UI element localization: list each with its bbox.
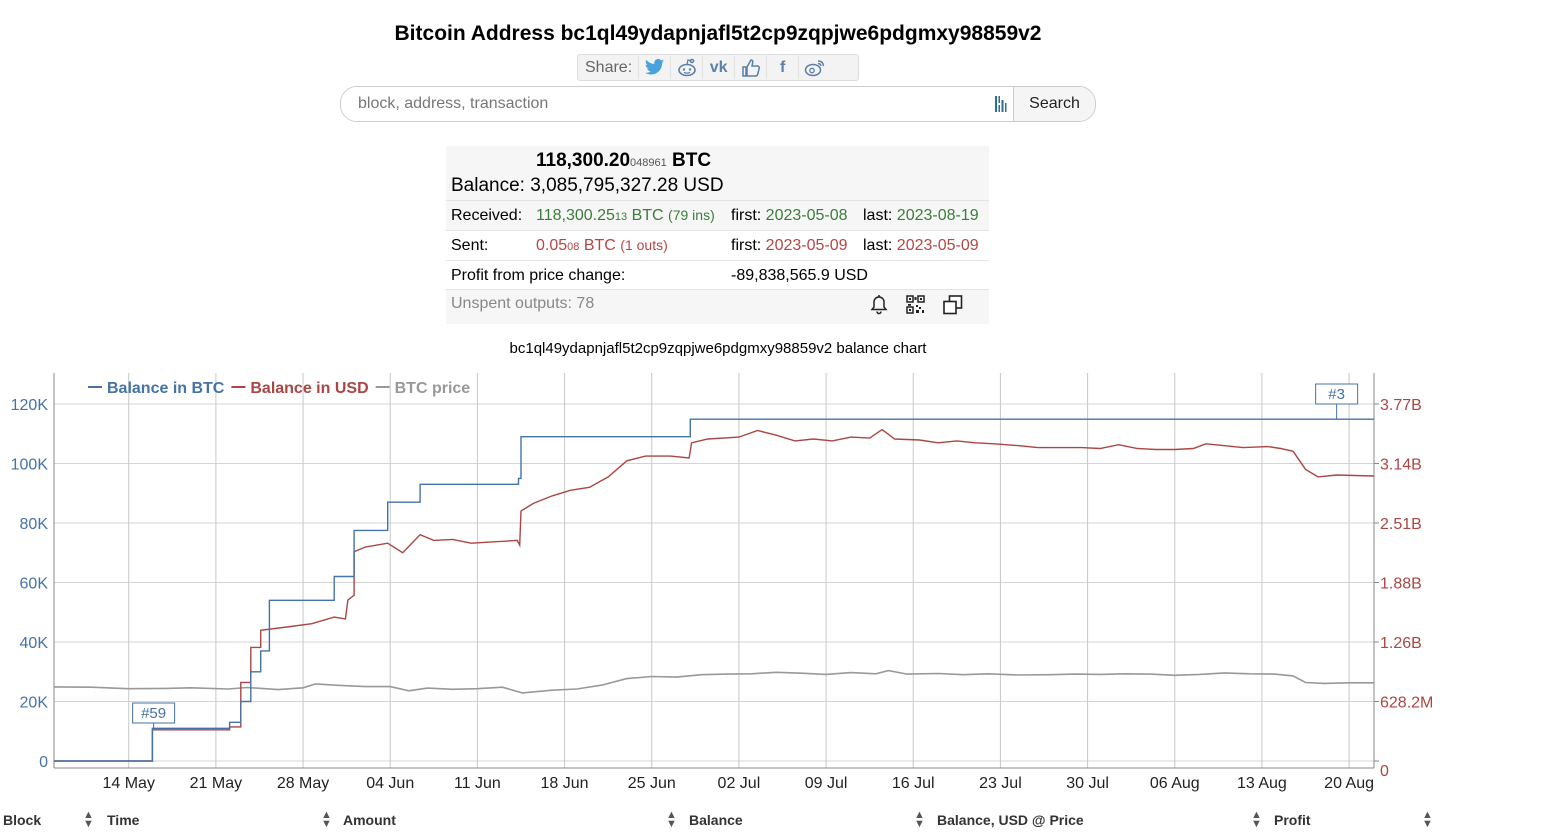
sent-first: first: 2023-05-09: [731, 237, 848, 254]
x-tick-label: 02 Jul: [718, 775, 761, 792]
sort-balance-icon[interactable]: ▲ ▼: [914, 809, 925, 830]
y-right-tick-label: 628.2M: [1380, 695, 1433, 712]
y-right-tick-label: 2.51B: [1380, 516, 1422, 533]
received-label: Received:: [451, 207, 523, 224]
annotation-label: #59: [141, 705, 166, 722]
y-right-tick-label: 3.14B: [1380, 457, 1422, 474]
sent-row: Sent: 0.0508 BTC (1 outs) first: 2023-05…: [446, 230, 989, 260]
annotation-label: #3: [1328, 386, 1345, 403]
x-tick-label: 09 Jul: [805, 775, 848, 792]
like-icon[interactable]: [734, 56, 766, 79]
sent-last: last: 2023-05-09: [863, 237, 979, 254]
search-box: Search: [340, 86, 1096, 122]
y-right-tick-label: 0: [1380, 763, 1389, 780]
balance-chart: 14 May 21 May 28 May 04 Jun 11 Jun 18 Jun 25 J…: [11, 373, 1433, 792]
chart-legend: Balance in BTC Balance in USD BTC price: [88, 380, 470, 397]
facebook-icon[interactable]: f: [766, 56, 798, 79]
transactions-table-header: Block ▲ ▼ Time ▲ ▼ Amount ▲ ▼ Balance ▲ ▼ Ba…: [0, 809, 1436, 831]
profit-value: -89,838,565.9 USD: [731, 267, 868, 284]
received-first: first: 2023-05-08: [731, 207, 848, 224]
sort-time-icon[interactable]: ▲ ▼: [321, 809, 332, 830]
sent-label: Sent:: [451, 237, 489, 254]
bell-icon[interactable]: [870, 295, 888, 320]
x-tick-label: 16 Jul: [892, 775, 935, 792]
series-balance-btc: [54, 418, 1374, 762]
x-tick-label: 13 Aug: [1237, 775, 1287, 792]
chart-title: bc1ql49ydapnjafl5t2cp9zqpjwe6pdgmxy98859…: [509, 340, 927, 357]
sort-block-icon[interactable]: ▲ ▼: [83, 809, 94, 830]
legend-item: Balance in BTC: [107, 380, 225, 397]
balance-btc: 118,300.20048961 BTC: [536, 150, 712, 171]
y-right-tick-label: 3.77B: [1380, 397, 1422, 414]
x-tick-label: 28 May: [277, 775, 329, 792]
x-tick-label: 14 May: [102, 775, 154, 792]
qr-code-icon[interactable]: [906, 295, 925, 320]
barcode-icon[interactable]: [991, 87, 1013, 121]
received-last: last: 2023-08-19: [863, 207, 979, 224]
twitter-icon[interactable]: [638, 56, 670, 79]
y-left-tick-label: 100K: [11, 457, 49, 474]
y-left-tick-label: 120K: [11, 397, 49, 414]
share-bar: Share: vk f: [577, 54, 859, 81]
legend-item: Balance in USD: [250, 380, 368, 397]
sort-balance-usd-icon[interactable]: ▲ ▼: [1251, 809, 1262, 830]
chart-grid: [54, 373, 1374, 768]
chart-series: [53, 418, 1375, 762]
profit-label: Profit from price change:: [451, 267, 626, 284]
profit-row: Profit from price change: -89,838,565.9 …: [446, 260, 989, 289]
y-left-tick-label: 60K: [20, 576, 49, 593]
y-right-tick-label: 1.88B: [1380, 576, 1422, 593]
received-row: Received: 118,300.2513 BTC (79 ins) firs…: [446, 200, 989, 230]
th-balance-usd[interactable]: Balance, USD @ Price: [937, 812, 1084, 828]
th-profit[interactable]: Profit: [1274, 812, 1311, 828]
y-left-tick-label: 0: [39, 754, 48, 771]
legend-item: BTC price: [395, 380, 471, 397]
unspent-row: Unspent outputs: 78: [446, 289, 989, 324]
sort-profit-icon[interactable]: ▲ ▼: [1422, 809, 1433, 830]
th-block[interactable]: Block: [3, 812, 42, 828]
reddit-icon[interactable]: [670, 56, 702, 79]
y-left-tick-label: 20K: [20, 695, 49, 712]
th-balance[interactable]: Balance: [689, 812, 743, 828]
series-btc-price: [53, 669, 1374, 694]
page-title: Bitcoin Address bc1ql49ydapnjafl5t2cp9zq…: [394, 22, 1042, 45]
weibo-icon[interactable]: [798, 56, 830, 79]
x-tick-label: 25 Jun: [628, 775, 676, 792]
address-summary: 118,300.20048961 BTC Balance: 3,085,795,…: [446, 146, 989, 324]
x-tick-label: 18 Jun: [541, 775, 589, 792]
th-time[interactable]: Time: [107, 812, 140, 828]
x-tick-label: 11 Jun: [454, 775, 501, 792]
sort-amount-icon[interactable]: ▲ ▼: [666, 809, 677, 830]
annotation-box: [132, 702, 176, 724]
search-button[interactable]: Search: [1013, 87, 1095, 121]
vk-icon[interactable]: vk: [702, 56, 734, 79]
x-tick-label: 30 Jul: [1066, 775, 1109, 792]
series-balance-usd: [54, 428, 1375, 762]
x-tick-label: 20 Aug: [1324, 775, 1374, 792]
x-tick-label: 04 Jun: [366, 775, 414, 792]
received-amount: 118,300.2513 BTC (79 ins): [536, 207, 715, 224]
search-input[interactable]: [341, 87, 991, 121]
balance-usd: Balance: 3,085,795,327.28 USD: [451, 175, 724, 196]
chart-axes: 14 May 21 May 28 May 04 Jun 11 Jun 18 Jun 25 J…: [11, 373, 1433, 792]
x-tick-label: 21 May: [190, 775, 242, 792]
y-left-tick-label: 80K: [20, 516, 49, 533]
unspent-outputs: Unspent outputs: 78: [451, 295, 595, 312]
sent-amount: 0.0508 BTC (1 outs): [536, 237, 668, 254]
balance-row: 118,300.20048961 BTC Balance: 3,085,795,…: [446, 146, 989, 200]
th-amount[interactable]: Amount: [343, 812, 396, 828]
chart-annotations: #59 #3: [132, 383, 1359, 729]
x-tick-label: 06 Aug: [1150, 775, 1200, 792]
annotation-box: [1315, 383, 1359, 405]
y-right-tick-label: 1.26B: [1380, 635, 1422, 652]
share-label: Share:: [585, 58, 633, 76]
copy-icon[interactable]: [943, 295, 963, 320]
x-tick-label: 23 Jul: [979, 775, 1022, 792]
y-left-tick-label: 40K: [20, 635, 49, 652]
